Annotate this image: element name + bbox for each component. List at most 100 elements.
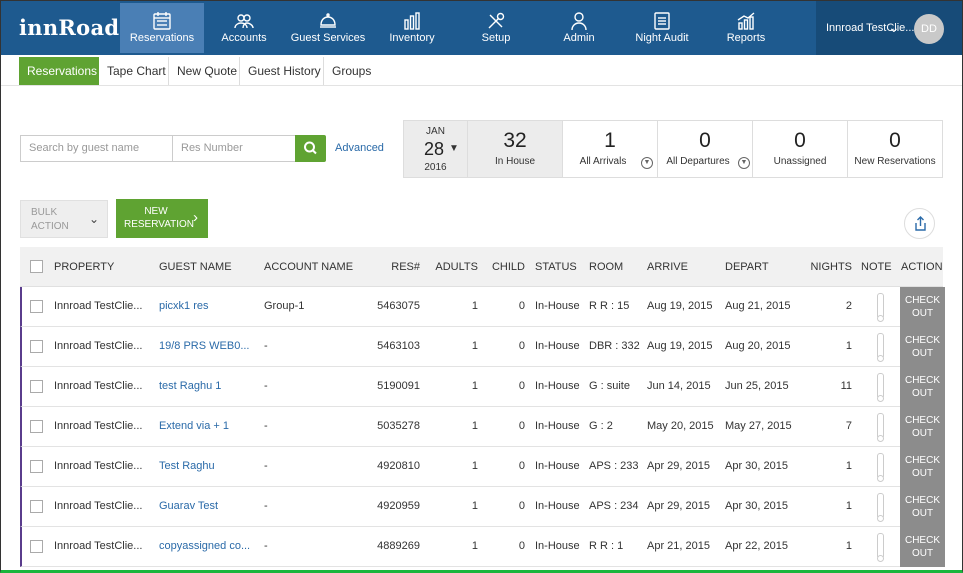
cell-property: Innroad TestClie...	[54, 420, 143, 432]
guest-search-input[interactable]: Search by guest name	[20, 135, 173, 162]
cell-account-name: -	[264, 460, 268, 472]
col-property[interactable]: PROPERTY	[54, 261, 115, 273]
stat-in-house[interactable]: 32 In House	[467, 121, 562, 177]
check-out-button[interactable]: CHECK OUT	[900, 327, 945, 367]
cell-guest-name[interactable]: Extend via + 1	[159, 420, 230, 432]
cell-guest-name[interactable]: test Raghu 1	[159, 380, 222, 392]
subnav-new-quote[interactable]: New Quote	[169, 57, 240, 85]
col-arrive[interactable]: ARRIVE	[647, 261, 688, 273]
nav-admin[interactable]: Admin	[537, 3, 621, 53]
col-adults[interactable]: ADULTS	[435, 261, 478, 273]
note-dot-icon	[877, 355, 884, 362]
cell-guest-name[interactable]: Guarav Test	[159, 500, 219, 512]
new-reservation-button[interactable]: NEW RESERVATION ›	[116, 199, 208, 238]
check-out-button[interactable]: CHECK OUT	[900, 407, 945, 447]
row-checkbox[interactable]	[30, 340, 43, 353]
col-guest-name[interactable]: GUEST NAME	[159, 261, 232, 273]
cell-depart: Aug 20, 2015	[725, 340, 791, 352]
advanced-search-link[interactable]: Advanced	[335, 142, 384, 154]
table-row[interactable]: Innroad TestClie... Test Raghu - 4920810 1 0 I…	[20, 447, 945, 487]
row-checkbox[interactable]	[30, 460, 43, 473]
row-checkbox[interactable]	[30, 420, 43, 433]
avatar[interactable]: DD	[914, 14, 944, 44]
select-all-checkbox[interactable]	[30, 260, 43, 273]
col-res-number[interactable]: RES#	[391, 261, 420, 273]
cell-res-number: 4889269	[377, 540, 420, 552]
check-out-label-1: CHECK	[904, 455, 940, 466]
table-row[interactable]: Innroad TestClie... test Raghu 1 - 5190091 1…	[20, 367, 945, 407]
bulk-action-dropdown[interactable]: BULK ACTION ⌄	[20, 200, 108, 238]
col-depart[interactable]: DEPART	[725, 261, 769, 273]
col-status[interactable]: STATUS	[535, 261, 577, 273]
subnav-guest-history[interactable]: Guest History	[240, 57, 324, 85]
cell-child: 0	[518, 460, 525, 472]
col-note: NOTE	[861, 261, 892, 273]
col-account-name[interactable]: ACCOUNT NAME	[264, 261, 354, 273]
check-out-button[interactable]: CHECK OUT	[900, 527, 945, 567]
subnav-reservations[interactable]: Reservations	[19, 57, 99, 85]
user-menu[interactable]: Innroad TestClie... ⌄ DD	[816, 1, 962, 55]
row-checkbox[interactable]	[30, 500, 43, 513]
check-out-button[interactable]: CHECK OUT	[900, 487, 945, 527]
date-picker[interactable]: JAN 28 ▼ 2016	[404, 121, 467, 177]
check-out-label-1: CHECK	[904, 375, 940, 386]
cell-room: G : suite	[589, 380, 630, 392]
cell-guest-name[interactable]: 19/8 PRS WEB0...	[159, 340, 250, 352]
row-checkbox[interactable]	[30, 380, 43, 393]
wrench-icon	[454, 3, 538, 31]
table-row[interactable]: Innroad TestClie... 19/8 PRS WEB0... - 5463…	[20, 327, 945, 367]
check-out-button[interactable]: CHECK OUT	[900, 447, 945, 487]
note-dot-icon	[877, 515, 884, 522]
note-dot-icon	[877, 435, 884, 442]
table-row[interactable]: Innroad TestClie... Extend via + 1 - 503527…	[20, 407, 945, 447]
nav-reports[interactable]: Reports	[704, 3, 788, 53]
cell-guest-name[interactable]: picxk1 res	[159, 300, 209, 312]
table-row[interactable]: Innroad TestClie... Guarav Test - 4920959 1 0…	[20, 487, 945, 527]
search-button[interactable]	[295, 135, 326, 162]
col-child[interactable]: CHILD	[491, 261, 525, 273]
stat-all-departures[interactable]: 0 All Departures ▼	[657, 121, 752, 177]
col-nights[interactable]: NIGHTS	[810, 261, 852, 273]
nav-guest-services[interactable]: Guest Services	[286, 3, 370, 53]
cell-guest-name[interactable]: Test Raghu	[159, 460, 215, 472]
cell-guest-name[interactable]: copyassigned co...	[159, 540, 251, 552]
row-checkbox[interactable]	[30, 300, 43, 313]
cell-adults: 1	[471, 460, 478, 472]
cell-room: R R : 15	[589, 300, 630, 312]
stat-new-reservations[interactable]: 0 New Reservations	[847, 121, 942, 177]
nav-setup[interactable]: Setup	[454, 3, 538, 53]
cell-depart: Apr 30, 2015	[725, 500, 788, 512]
cell-child: 0	[518, 300, 525, 312]
cell-arrive: May 20, 2015	[647, 420, 714, 432]
chevron-down-icon[interactable]: ▼	[641, 157, 653, 169]
nav-night-audit[interactable]: Night Audit	[620, 3, 704, 53]
col-room[interactable]: ROOM	[589, 261, 624, 273]
stat-unassigned[interactable]: 0 Unassigned	[752, 121, 847, 177]
cell-child: 0	[518, 500, 525, 512]
check-out-button[interactable]: CHECK OUT	[900, 287, 945, 327]
nav-accounts[interactable]: Accounts	[202, 3, 286, 53]
cell-adults: 1	[471, 420, 478, 432]
check-out-button[interactable]: CHECK OUT	[900, 367, 945, 407]
res-number-input[interactable]: Res Number	[172, 135, 296, 162]
cell-depart: May 27, 2015	[725, 420, 792, 432]
cell-status: In-House	[535, 340, 580, 352]
stat-all-arrivals[interactable]: 1 All Arrivals ▼	[562, 121, 657, 177]
subnav-tape-chart[interactable]: Tape Chart	[99, 57, 169, 85]
stat-value: 32	[503, 129, 527, 152]
bulk-label-2: ACTION	[31, 221, 69, 232]
table-row[interactable]: Innroad TestClie... picxk1 res Group-1 5463…	[20, 287, 945, 327]
bell-icon	[286, 3, 370, 31]
chevron-down-icon[interactable]: ▼	[738, 157, 750, 169]
export-button[interactable]	[904, 208, 935, 239]
nav-label: Reports	[726, 32, 766, 44]
stat-label: Unassigned	[773, 156, 827, 167]
cell-res-number: 5463075	[377, 300, 420, 312]
cell-room: APS : 233	[589, 460, 639, 472]
nav-reservations[interactable]: Reservations	[120, 3, 204, 53]
nav-inventory[interactable]: Inventory	[370, 3, 454, 53]
table-row[interactable]: Innroad TestClie... copyassigned co... - 48…	[20, 527, 945, 567]
check-out-label-2: OUT	[911, 428, 934, 439]
subnav-groups[interactable]: Groups	[332, 64, 372, 78]
row-checkbox[interactable]	[30, 540, 43, 553]
